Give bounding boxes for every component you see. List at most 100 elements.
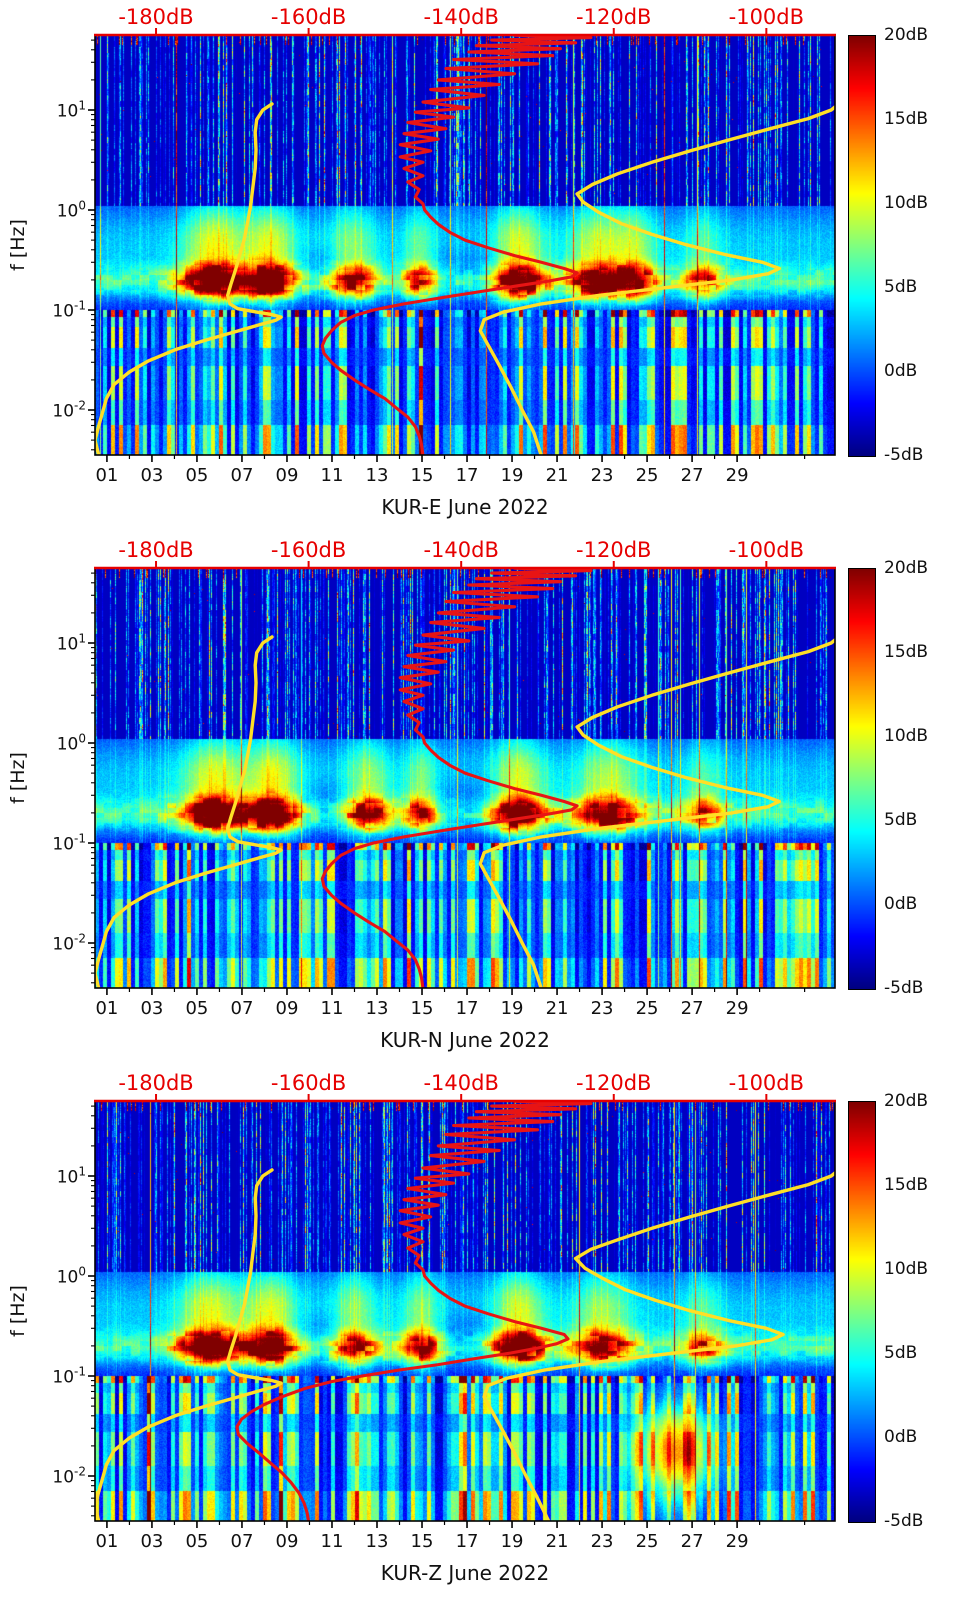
top-axis-label: -140dB <box>423 1071 499 1095</box>
top-axis-label: -120dB <box>576 5 652 29</box>
x-tick-label: 13 <box>365 998 389 1019</box>
x-tick-label: 17 <box>455 998 479 1019</box>
x-tick-label: 17 <box>455 465 479 486</box>
x-tick-label: 05 <box>185 465 209 486</box>
colorbar-tick-label: 20dB <box>884 558 929 578</box>
top-axis-label: -160dB <box>270 5 347 29</box>
colorbar-tick-label: -5dB <box>884 978 924 998</box>
x-tick-label: 13 <box>365 465 389 486</box>
top-axis-label: -180dB <box>118 538 194 562</box>
x-tick-label: 05 <box>185 1531 209 1552</box>
colorbar-tick-label: 0dB <box>884 361 918 381</box>
x-tick-label: 29 <box>725 465 749 486</box>
x-tick-label: 25 <box>635 998 659 1019</box>
x-tick-label: 23 <box>590 465 614 486</box>
x-tick-label: 03 <box>140 465 164 486</box>
x-tick-label: 19 <box>500 465 524 486</box>
colorbar-tick-label: 5dB <box>884 810 918 830</box>
top-axis-label: -100dB <box>728 1071 805 1095</box>
colorbar-tick-label: 15dB <box>884 1175 929 1195</box>
y-tick-label: 100 <box>56 198 86 222</box>
x-tick-label: 07 <box>230 1531 254 1552</box>
x-tick-label: 15 <box>410 1531 434 1552</box>
x-tick-label: 05 <box>185 998 209 1019</box>
x-tick-label: 01 <box>95 1531 119 1552</box>
colorbar-tick-label: 10dB <box>884 1259 929 1279</box>
axes-overlay-kur-z <box>88 1094 836 1528</box>
x-tick-label: 23 <box>590 998 614 1019</box>
colorbar-tick-label: 0dB <box>884 1427 918 1447</box>
top-axis-label: -120dB <box>576 1071 652 1095</box>
colorbar-tick-label: 20dB <box>884 1091 929 1111</box>
y-tick-label: 101 <box>56 631 86 655</box>
y-tick-label: 10-1 <box>52 1364 86 1388</box>
x-axis-title: KUR-Z June 2022 <box>380 1561 550 1585</box>
colorbar-kur-e <box>848 35 876 457</box>
colorbar-tick-label: 5dB <box>884 1343 918 1363</box>
x-tick-label: 09 <box>275 1531 299 1552</box>
x-tick-label: 27 <box>680 1531 704 1552</box>
x-tick-label: 09 <box>275 998 299 1019</box>
x-tick-label: 01 <box>95 998 119 1019</box>
colorbar-tick-label: 5dB <box>884 277 918 297</box>
x-tick-label: 09 <box>275 465 299 486</box>
yellow-quiet-curve <box>95 102 283 455</box>
top-axis-label: -140dB <box>423 538 499 562</box>
x-tick-label: 15 <box>410 998 434 1019</box>
yellow-quiet-curve <box>95 635 283 988</box>
x-tick-label: 01 <box>95 465 119 486</box>
yellow-noisy-curve <box>478 104 835 455</box>
y-tick-label: 10-2 <box>52 1464 86 1488</box>
colorbar-tick-label: 10dB <box>884 193 929 213</box>
axes-overlay-kur-e <box>88 28 836 462</box>
x-tick-label: 29 <box>725 998 749 1019</box>
colorbar-tick-label: 15dB <box>884 109 929 129</box>
x-tick-label: 15 <box>410 465 434 486</box>
x-tick-label: 11 <box>320 1531 344 1552</box>
colorbar-tick-label: 10dB <box>884 726 929 746</box>
top-axis-label: -180dB <box>118 1071 194 1095</box>
colorbar-tick-label: -5dB <box>884 445 924 465</box>
x-tick-label: 11 <box>320 465 344 486</box>
x-tick-label: 25 <box>635 465 659 486</box>
top-axis-label: -180dB <box>118 5 194 29</box>
x-axis-title: KUR-N June 2022 <box>380 1028 550 1052</box>
spectrogram-canvas-kur-z <box>95 1101 835 1521</box>
top-axis-label: -160dB <box>270 1071 347 1095</box>
top-axis-label: -140dB <box>423 5 499 29</box>
x-tick-label: 07 <box>230 465 254 486</box>
y-axis-label: f [Hz] <box>7 219 29 271</box>
y-tick-label: 100 <box>56 731 86 755</box>
x-tick-label: 27 <box>680 465 704 486</box>
y-tick-label: 10-1 <box>52 831 86 855</box>
red-model-curve <box>320 568 593 988</box>
x-tick-label: 03 <box>140 998 164 1019</box>
y-tick-label: 10-2 <box>52 398 86 422</box>
spectrogram-canvas-kur-e <box>95 35 835 455</box>
top-axis-label: -100dB <box>728 538 805 562</box>
x-tick-label: 07 <box>230 998 254 1019</box>
y-tick-label: 101 <box>56 1164 86 1188</box>
colorbar-tick-label: 20dB <box>884 25 929 45</box>
colorbar-kur-z <box>848 1101 876 1523</box>
y-tick-label: 100 <box>56 1264 86 1288</box>
red-model-curve <box>235 1101 593 1521</box>
colorbar-tick-label: -5dB <box>884 1511 924 1531</box>
spectrogram-panel-kur-z: -180dB -160dB -140dB -120dB -100dB 01 03 05 07 09… <box>0 1066 962 1599</box>
spectrogram-panel-kur-e: -180dB -160dB -140dB -120dB -100dB 01 03 05 07 09… <box>0 0 962 533</box>
colorbar-tick-label: 15dB <box>884 642 929 662</box>
x-tick-label: 21 <box>545 465 569 486</box>
colorbar-tick-label: 0dB <box>884 894 918 914</box>
x-tick-label: 11 <box>320 998 344 1019</box>
axes-overlay-kur-n <box>88 561 836 995</box>
colorbar-kur-n <box>848 568 876 990</box>
top-axis-label: -100dB <box>728 5 805 29</box>
y-axis-label: f [Hz] <box>7 752 29 804</box>
spectrogram-canvas-kur-n <box>95 568 835 988</box>
x-axis-title: KUR-E June 2022 <box>381 495 549 519</box>
x-tick-label: 27 <box>680 998 704 1019</box>
top-axis-label: -120dB <box>576 538 652 562</box>
x-tick-label: 29 <box>725 1531 749 1552</box>
x-tick-label: 21 <box>545 1531 569 1552</box>
y-axis-label: f [Hz] <box>7 1285 29 1337</box>
